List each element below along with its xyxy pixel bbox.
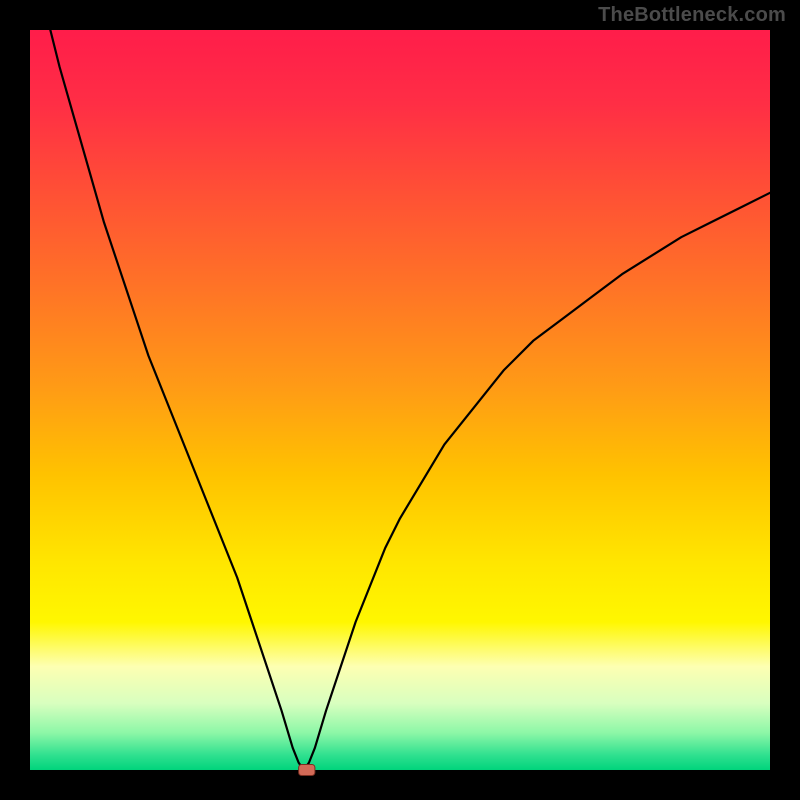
bottleneck-chart-svg — [0, 0, 800, 800]
watermark-text: TheBottleneck.com — [598, 4, 786, 27]
chart-frame: TheBottleneck.com — [0, 0, 800, 800]
notch-marker — [299, 764, 315, 775]
plot-background — [30, 30, 770, 770]
